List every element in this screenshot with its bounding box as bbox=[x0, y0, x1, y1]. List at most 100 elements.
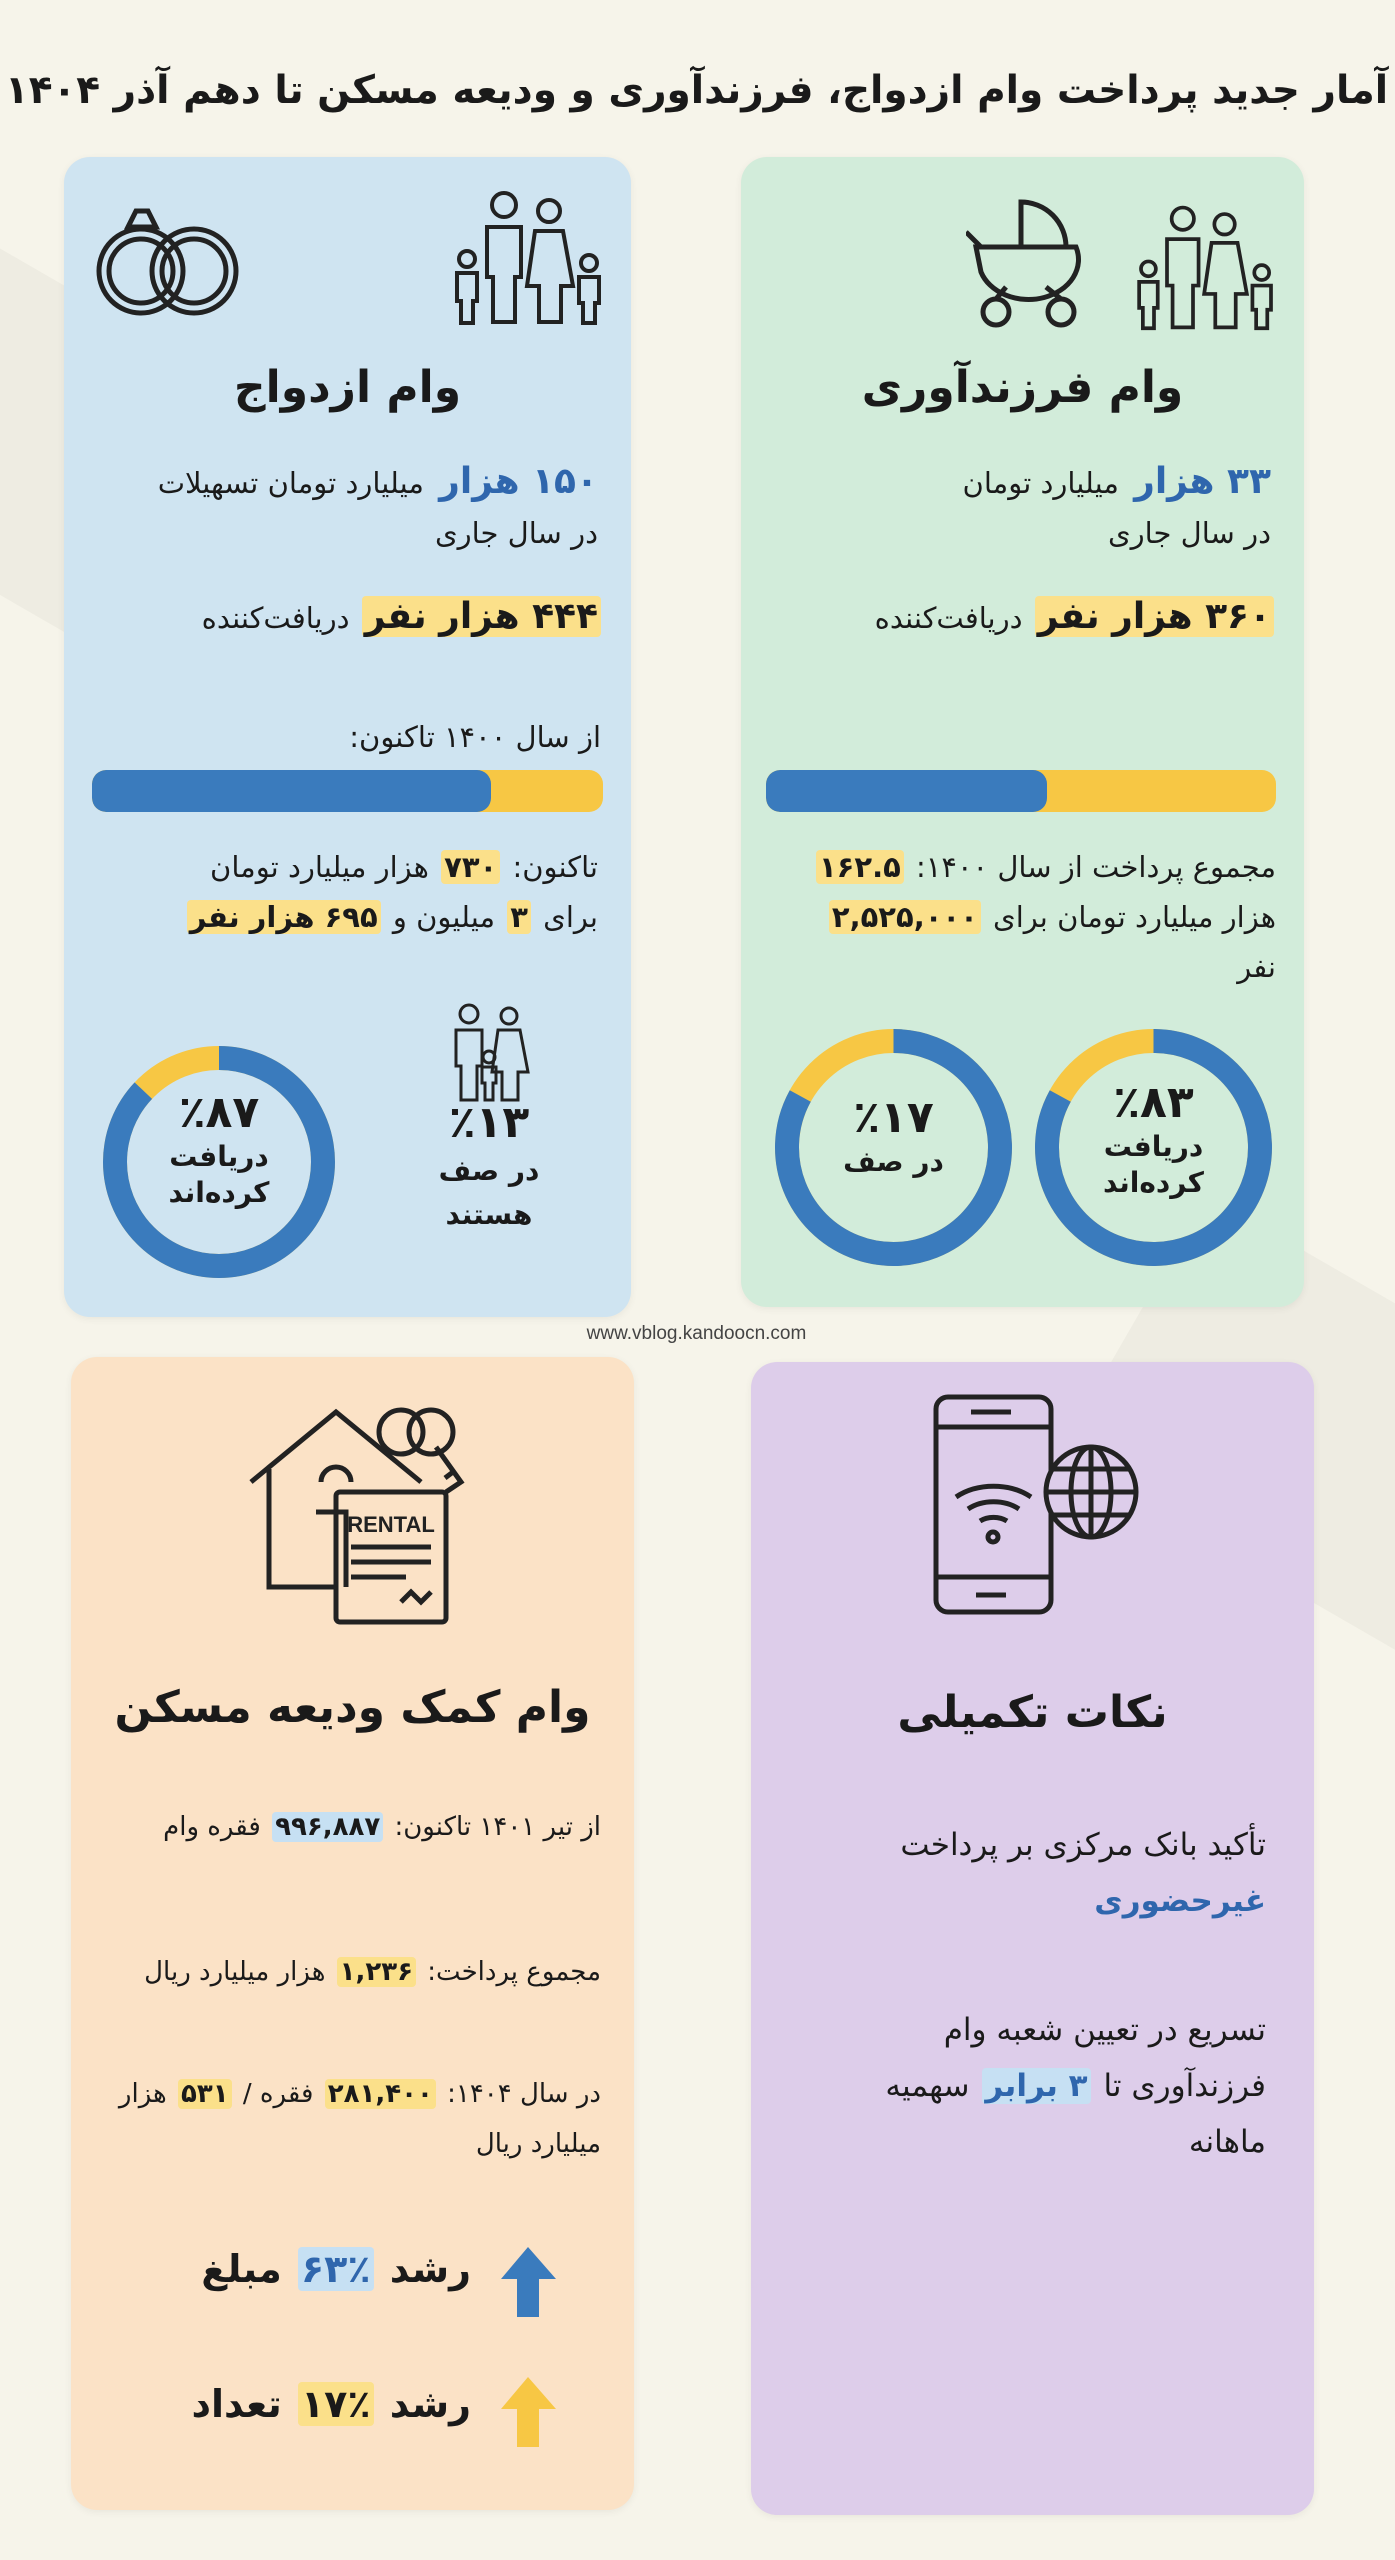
text-line: میلیارد ریال bbox=[102, 2119, 605, 2169]
smartphone-wifi-globe-icon bbox=[934, 1394, 1140, 1615]
text-segment: میلیارد تومان تسهیلات bbox=[158, 466, 435, 500]
text-line: غیرحضوری bbox=[782, 1873, 1270, 1929]
queue-percent: ٪۱۳ bbox=[449, 1097, 531, 1148]
text-line: در سال جاری bbox=[772, 508, 1275, 558]
text-segment: رشد bbox=[377, 2247, 472, 2291]
arrow-up-blue-icon bbox=[502, 2247, 557, 2317]
marriage-queue-label: ٪۱۳ در صف هستند bbox=[405, 1097, 575, 1237]
text-line: ۳۶۰ هزار نفر دریافت‌کننده bbox=[772, 592, 1275, 643]
childbearing-progress-bar bbox=[767, 770, 1277, 812]
text-segment: ماهانه bbox=[1189, 2124, 1267, 2160]
notes-title: نکات تکمیلی bbox=[898, 1687, 1169, 1738]
text-segment: تسریع در تعیین شعبه وام bbox=[944, 2012, 1267, 2048]
text-segment: فقره وام bbox=[164, 1812, 271, 1842]
text-segment: هزار میلیارد ریال bbox=[145, 1957, 335, 1987]
donut-value-arc bbox=[776, 1029, 1013, 1266]
text-line: ماهانه bbox=[782, 2114, 1270, 2170]
donut-value-arc bbox=[104, 1046, 336, 1278]
marriage-title: وام ازدواج bbox=[234, 362, 463, 413]
highlighted-value: ۳ برابر bbox=[983, 2068, 1092, 2104]
marriage-loan-card: وام ازدواج ۱۵۰ هزار میلیارد تومان تسهیلا… bbox=[65, 157, 632, 1317]
childbearing-received-label: ٪۸۳ دریافت کرده‌اند bbox=[1032, 1077, 1277, 1201]
highlighted-value: ۲۸۱,۴۰۰ bbox=[325, 2079, 437, 2109]
marriage-progress-fill bbox=[93, 770, 492, 812]
text-segment: میلیون و bbox=[384, 900, 506, 934]
highlighted-value: ۹۹۶,۸۸۷ bbox=[273, 1812, 385, 1842]
note-branch-assignment: تسریع در تعیین شعبه وام فرزندآوری تا ۳ بر… bbox=[782, 2002, 1270, 2170]
page-title: آمار جدید پرداخت وام ازدواج، فرزندآوری و… bbox=[5, 68, 1390, 113]
text-segment: دریافت‌کننده bbox=[875, 601, 1033, 635]
text-segment: سهمیه bbox=[886, 2068, 981, 2104]
childbearing-loan-card: وام فرزندآوری ۳۳ هزار میلیارد تومان در سا… bbox=[742, 157, 1305, 1307]
text-segment: نفر bbox=[1238, 950, 1277, 984]
text-segment: دریافت‌کننده bbox=[202, 601, 360, 635]
highlighted-value: ۳ bbox=[508, 900, 532, 934]
received-label-line1: دریافت bbox=[170, 1140, 270, 1173]
highlighted-value: ۵۳۱ bbox=[179, 2079, 233, 2109]
highlighted-value: غیرحضوری bbox=[1095, 1883, 1267, 1919]
highlighted-value: ۲,۵۲۵,۰۰۰ bbox=[829, 900, 982, 934]
text-segment: تاکنون: bbox=[504, 850, 599, 884]
family-icon bbox=[1138, 205, 1274, 331]
childbearing-queue-donut bbox=[776, 1029, 1013, 1266]
text-segment: مبلغ bbox=[202, 2247, 296, 2291]
marriage-since-label: از سال ۱۴۰۰ تاکنون: bbox=[350, 720, 602, 754]
text-line: تسریع در تعیین شعبه وام bbox=[782, 2002, 1270, 2058]
text-line: فرزندآوری تا ۳ برابر سهمیه bbox=[782, 2058, 1270, 2114]
text-segment: میلیارد ریال bbox=[476, 2129, 602, 2159]
donut-value-arc bbox=[1036, 1029, 1273, 1266]
text-line: ۴۴۴ هزار نفر دریافت‌کننده bbox=[95, 592, 602, 643]
highlighted-value: ۷۳۰ bbox=[442, 850, 502, 884]
highlighted-value: ۳۶۰ هزار نفر bbox=[1035, 596, 1275, 637]
text-segment: مجموع پرداخت از سال ۱۴۰۰: bbox=[907, 850, 1277, 884]
arrow-up-yellow-icon bbox=[502, 2377, 557, 2447]
text-segment: تعداد bbox=[192, 2382, 296, 2426]
housing-deposit-loan-card: RENTAL وام کمک ودیعه مسکن از تیر ۱۴۰۱ تا… bbox=[72, 1357, 635, 2510]
text-segment: هزار میلیارد تومان bbox=[211, 850, 440, 884]
queue-percent: ٪۱۷ bbox=[854, 1092, 935, 1143]
received-label-line1: دریافت bbox=[1104, 1130, 1205, 1163]
text-line: ۳۳ هزار میلیارد تومان bbox=[772, 457, 1275, 508]
text-line: مجموع پرداخت از سال ۱۴۰۰: ۱۶۲.۵ bbox=[762, 842, 1280, 892]
text-segment: برای bbox=[534, 900, 599, 934]
received-percent: ٪۸۳ bbox=[1114, 1077, 1195, 1128]
marriage-total: تاکنون: ۷۳۰ هزار میلیارد تومان برای ۳ میل… bbox=[95, 842, 602, 942]
marriage-current-year: ۱۵۰ هزار میلیارد تومان تسهیلات در سال جار… bbox=[95, 457, 602, 558]
text-segment: مجموع پرداخت: bbox=[420, 1957, 602, 1987]
text-line: برای ۳ میلیون و ۶۹۵ هزار نفر bbox=[95, 892, 602, 942]
received-label-line2: کرده‌اند bbox=[1104, 1166, 1205, 1199]
text-line: در سال جاری bbox=[95, 508, 602, 558]
text-segment: از تیر ۱۴۰۱ تاکنون: bbox=[387, 1812, 602, 1842]
note-non-in-person-payment: تأکید بانک مرکزی بر پرداخت غیرحضوری bbox=[782, 1817, 1270, 1929]
family-icon bbox=[456, 191, 602, 325]
childbearing-received-donut bbox=[1036, 1029, 1273, 1266]
housing-growth-count: رشد ٪۱۷ تعداد bbox=[72, 2382, 475, 2426]
highlighted-value: ۴۴۴ هزار نفر bbox=[362, 596, 602, 637]
queue-label-line1: در صف bbox=[439, 1154, 541, 1187]
text-line: نفر bbox=[762, 942, 1280, 992]
marriage-progress-bar bbox=[93, 770, 604, 812]
text-line: در سال ۱۴۰۴: ۲۸۱,۴۰۰ فقره / ۵۳۱ هزار bbox=[102, 2069, 605, 2119]
childbearing-current-year: ۳۳ هزار میلیارد تومان در سال جاری bbox=[772, 457, 1275, 558]
text-segment: در سال جاری bbox=[1108, 516, 1272, 550]
marriage-recipients: ۴۴۴ هزار نفر دریافت‌کننده bbox=[95, 592, 602, 643]
text-segment: هزار میلیارد تومان برای bbox=[984, 900, 1277, 934]
childbearing-progress-fill bbox=[767, 770, 1048, 812]
text-segment: در سال ۱۴۰۴: bbox=[439, 2079, 602, 2109]
housing-total: مجموع پرداخت: ۱,۲۳۶ هزار میلیارد ریال bbox=[102, 1947, 605, 1997]
highlighted-value: ۳۳ هزار bbox=[1135, 461, 1272, 502]
housing-year-1404: در سال ۱۴۰۴: ۲۸۱,۴۰۰ فقره / ۵۳۱ هزار میلی… bbox=[102, 2069, 605, 2169]
house-rental-key-icon: RENTAL bbox=[250, 1407, 466, 1625]
stroller-icon bbox=[967, 199, 1082, 328]
housing-since: از تیر ۱۴۰۱ تاکنون: ۹۹۶,۸۸۷ فقره وام bbox=[102, 1802, 605, 1852]
text-line: تاکنون: ۷۳۰ هزار میلیارد تومان bbox=[95, 842, 602, 892]
highlighted-value: ۱۵۰ هزار bbox=[440, 461, 599, 502]
housing-growth-amount: رشد ٪۶۳ مبلغ bbox=[72, 2247, 475, 2291]
childbearing-recipients: ۳۶۰ هزار نفر دریافت‌کننده bbox=[772, 592, 1275, 643]
childbearing-title: وام فرزندآوری bbox=[862, 362, 1185, 413]
marriage-received-label: ٪۸۷ دریافت کرده‌اند bbox=[100, 1087, 340, 1211]
highlighted-value: ۱,۲۳۶ bbox=[337, 1957, 418, 1987]
family-icon bbox=[455, 1003, 531, 1102]
received-label-line2: کرده‌اند bbox=[169, 1176, 271, 1209]
childbearing-total: مجموع پرداخت از سال ۱۴۰۰: ۱۶۲.۵ هزار میلی… bbox=[762, 842, 1280, 992]
